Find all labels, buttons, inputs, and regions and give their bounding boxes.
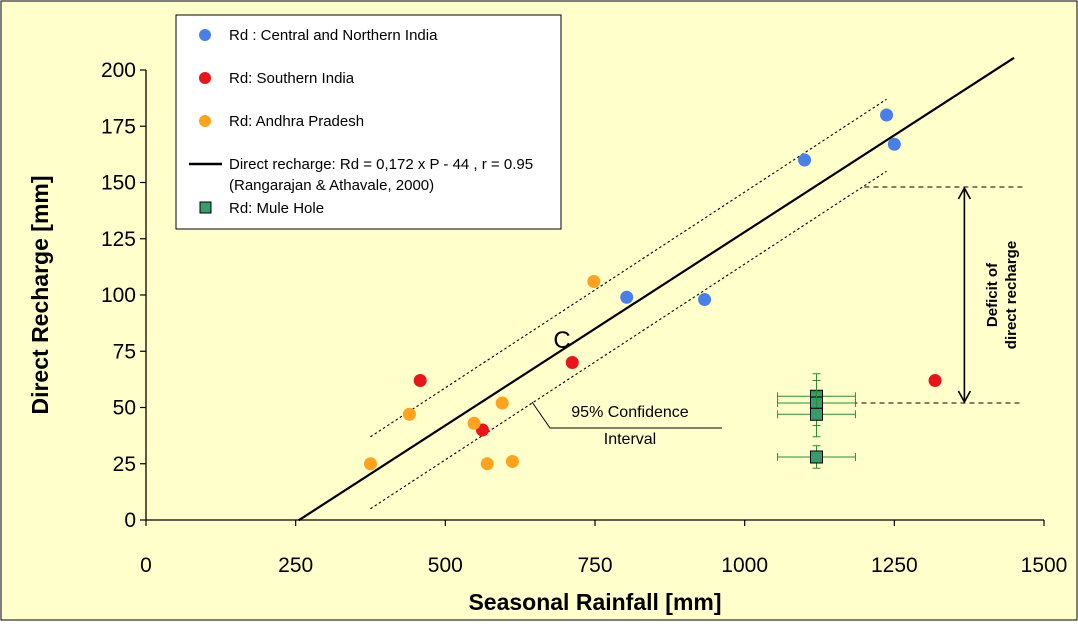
- legend-box: [175, 14, 562, 230]
- point-series-1: [928, 374, 942, 387]
- point-series-1: [413, 374, 427, 387]
- legend-label-0: Rd : Central and Northern India: [229, 27, 438, 44]
- y-tick-label: 75: [113, 340, 136, 363]
- confidence-label-line2: Interval: [604, 431, 656, 448]
- y-tick-label: 125: [101, 228, 136, 251]
- point-series-0: [698, 293, 712, 306]
- y-axis-title: Direct Recharge [mm]: [27, 175, 53, 414]
- point-series-2: [364, 457, 377, 471]
- point-series-2: [495, 396, 509, 410]
- point-series-0: [880, 108, 894, 122]
- deficit-label-line1: Deficit of: [984, 262, 1001, 327]
- y-tick-label: 100: [101, 284, 136, 307]
- point-series-2: [467, 416, 481, 430]
- confidence-label-line1: 95% Confidence: [571, 404, 689, 421]
- legend-label-1: Rd: Southern India: [229, 70, 355, 87]
- x-tick-label: 750: [577, 554, 612, 577]
- point-series-2: [480, 457, 494, 471]
- x-tick-label: 1500: [1021, 554, 1068, 577]
- legend-label-regression-source: (Rangarajan & Athavale, 2000): [229, 177, 434, 194]
- x-tick-label: 250: [278, 554, 313, 577]
- deficit-arrow-head-top: [957, 186, 972, 200]
- point-series-2: [402, 407, 416, 421]
- x-tick-label: 500: [428, 554, 463, 577]
- y-tick-label: 50: [113, 397, 136, 420]
- curve-marker-label: C: [553, 327, 570, 354]
- x-tick-label: 1250: [871, 554, 918, 577]
- y-tick-label: 175: [101, 115, 136, 138]
- point-series-0: [887, 137, 901, 151]
- confidence-pointer-line: [531, 401, 722, 429]
- legend-marker-2: [199, 115, 211, 127]
- point-series-2: [505, 455, 519, 468]
- regression-line: [298, 56, 1015, 522]
- point-series-1: [565, 356, 579, 369]
- y-tick-label: 0: [124, 509, 136, 532]
- point-series-0: [620, 290, 634, 304]
- legend-marker-3: [199, 201, 212, 214]
- y-tick-label: 200: [101, 59, 136, 82]
- point-series-2: [587, 275, 601, 288]
- x-tick-label: 0: [140, 554, 152, 577]
- legend-marker-0: [199, 29, 211, 41]
- y-tick-label: 25: [113, 453, 136, 476]
- point-series-3: [810, 450, 824, 464]
- legend-label-regression: Direct recharge: Rd = 0,172 x P - 44 , r…: [229, 156, 533, 173]
- deficit-label: Deficit of direct recharge: [984, 241, 1020, 349]
- x-tick-label: 1000: [721, 554, 768, 577]
- legend-label-2: Rd: Andhra Pradesh: [229, 113, 364, 130]
- point-series-0: [798, 153, 812, 167]
- y-tick-label: 150: [101, 172, 136, 195]
- point-series-3: [810, 407, 824, 421]
- deficit-label-line2: direct recharge: [1003, 241, 1020, 349]
- x-axis-title: Seasonal Rainfall [mm]: [468, 589, 721, 615]
- legend-label-3: Rd: Mule Hole: [229, 200, 324, 217]
- deficit-arrow-head-bottom: [957, 390, 972, 404]
- legend-marker-1: [199, 72, 211, 84]
